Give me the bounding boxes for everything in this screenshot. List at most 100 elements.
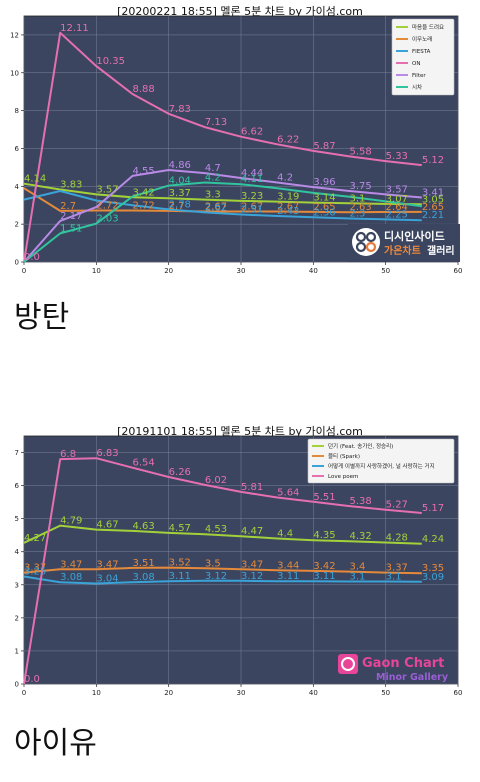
data-label: 12.11 <box>60 23 89 34</box>
data-label: 5.27 <box>386 500 408 511</box>
watermark-line1: 디시인사이드 <box>384 229 445 243</box>
data-label: 3.25 <box>24 567 46 578</box>
legend-entry: Love poem <box>328 474 358 480</box>
data-label: 4.11 <box>241 174 263 185</box>
data-label: 2.03 <box>96 214 118 225</box>
data-label: 3.05 <box>422 194 444 205</box>
dc-logo-mark <box>365 231 377 243</box>
data-label: 3.11 <box>169 571 191 582</box>
data-label: 3.08 <box>60 572 82 583</box>
data-label: 6.54 <box>133 458 155 469</box>
data-label: 3.47 <box>241 559 263 570</box>
data-label: 3.14 <box>313 193 335 204</box>
data-label: 4.47 <box>241 526 263 537</box>
data-label: 3.42 <box>133 187 155 198</box>
watermark-line1: Gaon Chart <box>362 656 444 671</box>
data-label: 3.47 <box>60 559 82 570</box>
x-tick-label: 0 <box>22 267 26 275</box>
chart-2: 0 10 20 30 40 50 60 0 1 2 3 4 5 6 7 4.27 4.79 4.67 4.63 4.5… <box>15 435 463 697</box>
y-tick-label: 4 <box>15 548 20 556</box>
data-label: 4.32 <box>350 531 372 542</box>
y-tick-label: 4 <box>15 183 20 191</box>
series-line-1 <box>23 524 422 545</box>
x-tick-label: 60 <box>454 267 463 275</box>
x-tick-label: 10 <box>92 689 101 697</box>
data-label: 4.04 <box>169 176 191 187</box>
series-line-2 <box>23 566 422 575</box>
data-label: 8.88 <box>133 84 155 95</box>
y-tick-label: 6 <box>15 482 20 490</box>
gaon-logo-mark <box>341 657 355 671</box>
legend: 던기 (Feat. 송가인, 정승리) 블티 (Spark) 어떻게 이별까지 사랑… <box>307 438 455 484</box>
chart-title-1: [20200221 18:55] 멜론 5분 차트 by 가이섬.com <box>117 5 363 18</box>
data-label: 7.13 <box>205 117 227 128</box>
data-label: 6.62 <box>241 127 263 138</box>
data-label: 6.22 <box>277 134 299 145</box>
data-label: 3.37 <box>24 563 46 574</box>
data-label: 6.02 <box>205 475 227 486</box>
data-label: 3.1 <box>350 193 366 204</box>
data-label: 7.83 <box>169 104 191 115</box>
y-tick-label: 0 <box>15 259 19 267</box>
data-label: 4.63 <box>133 521 155 532</box>
data-label: 5.58 <box>350 146 372 157</box>
series-line-3 <box>23 190 422 222</box>
x-tick-label: 20 <box>164 267 173 275</box>
y-tick-label: 7 <box>15 449 19 457</box>
chart-1: 0 10 20 30 40 50 60 0 2 4 6 8 10 12 4.14 3.83 3.57 3.42 3.… <box>10 15 463 275</box>
data-label: 2.62 <box>205 202 227 213</box>
data-label: 5.17 <box>422 503 444 514</box>
data-label: 4.86 <box>169 160 191 171</box>
data-label: 3.37 <box>386 563 408 574</box>
series-line-1 <box>23 182 422 206</box>
x-tick-label: 60 <box>454 689 463 697</box>
data-label: 3.37 <box>169 188 191 199</box>
data-label: 3.75 <box>350 181 372 192</box>
data-label: 3.07 <box>386 194 408 205</box>
data-label: 4.4 <box>277 529 293 540</box>
y-tick-label: 10 <box>10 69 19 77</box>
data-label: 6.83 <box>96 448 118 459</box>
series-line-6 <box>23 181 422 263</box>
data-label: 4.53 <box>205 524 227 535</box>
dc-logo-mark <box>365 241 377 253</box>
legend-entry: 마음을 드려요 <box>412 23 444 31</box>
x-tick-label: 50 <box>381 267 390 275</box>
data-label: 2.78 <box>169 199 191 210</box>
data-label: 2.25 <box>386 209 408 220</box>
y-tick-label: 1 <box>15 647 19 655</box>
caption-iu: 아이유 <box>14 726 97 761</box>
data-label: 0.0 <box>24 252 40 263</box>
gaon-logo-icon <box>338 654 358 674</box>
data-label: 2.72 <box>133 201 155 212</box>
data-label: 4.24 <box>422 534 444 545</box>
data-label: 3.44 <box>277 560 299 571</box>
data-label: 3.41 <box>422 187 444 198</box>
legend-entry: 던기 (Feat. 송가인, 정승리) <box>328 442 393 450</box>
data-label: 3.35 <box>422 563 444 574</box>
data-label: 4.79 <box>60 516 82 527</box>
data-label: 5.64 <box>277 488 299 499</box>
data-label: 2.7 <box>60 201 76 212</box>
series-line-3 <box>23 575 422 585</box>
data-label: 5.12 <box>422 155 444 166</box>
data-label: 2.67 <box>277 201 299 212</box>
series-line-4 <box>23 31 422 263</box>
data-label: 4.2 <box>205 173 221 184</box>
data-label: 6.8 <box>60 449 76 460</box>
data-label: 4.57 <box>169 523 191 534</box>
data-label: 3.5 <box>205 558 221 569</box>
y-tick-label: 8 <box>15 107 19 115</box>
data-label: 1.51 <box>60 223 82 234</box>
y-tick-label: 2 <box>15 614 19 622</box>
legend-box <box>307 438 455 484</box>
y-tick-label: 3 <box>15 581 19 589</box>
data-label: 3.19 <box>277 192 299 203</box>
legend-entry: Filter <box>412 73 426 79</box>
chart-title-2: [20191101 18:55] 멜론 5분 차트 by 가이섬.com <box>117 425 363 438</box>
data-label: 5.81 <box>241 482 263 493</box>
data-label: 3.08 <box>133 572 155 583</box>
legend-entry: 블티 (Spark) <box>328 452 360 460</box>
data-label: 4.7 <box>205 163 221 174</box>
data-label: 3.12 <box>205 571 227 582</box>
